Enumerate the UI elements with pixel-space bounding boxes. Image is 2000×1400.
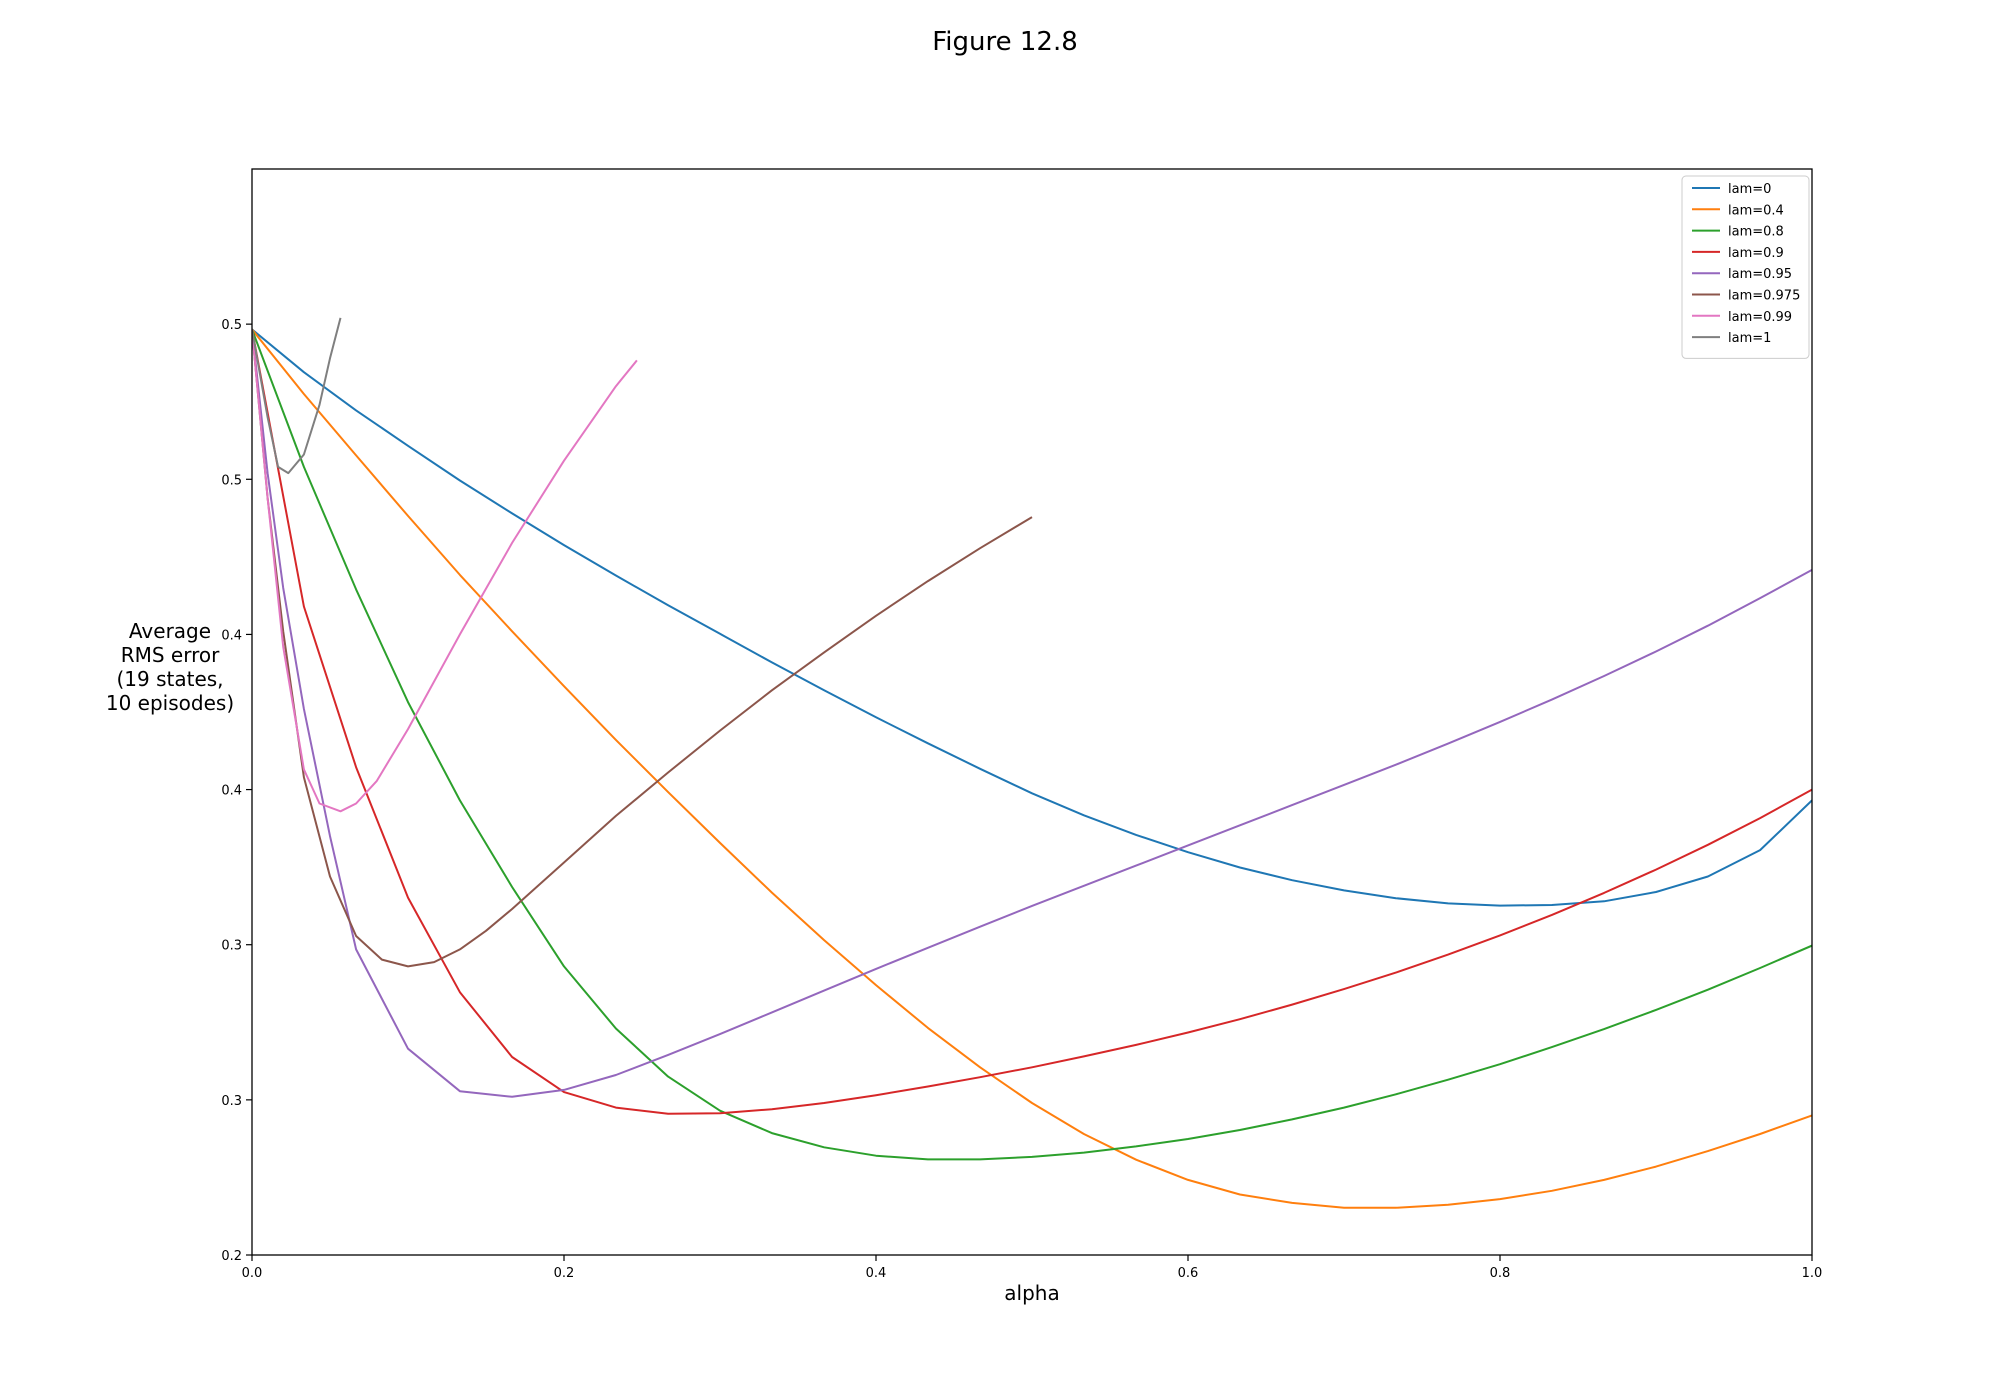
x-tick-label: 0.2	[554, 1266, 575, 1281]
series-line-lam=1	[252, 317, 342, 475]
x-tick-label: 1.0	[1802, 1266, 1823, 1281]
y-axis-label-line: Average	[129, 619, 211, 643]
y-axis-label-line: RMS error	[121, 643, 220, 667]
series-line-lam=0.99	[252, 329, 638, 813]
y-tick-label: 0.3	[221, 1094, 242, 1109]
series-line-lam=0.8	[252, 329, 1812, 1161]
x-tick-label: 0.0	[242, 1266, 263, 1281]
series-line-lam=0.975	[252, 329, 1033, 968]
y-tick-label: 0.3	[221, 939, 242, 954]
legend-label: lam=0.99	[1728, 310, 1792, 325]
chart-title: Figure 12.8	[932, 27, 1078, 57]
y-tick-label: 0.4	[221, 628, 242, 643]
series-line-lam=0.9	[252, 329, 1812, 1115]
series-line-lam=0.4	[252, 328, 1812, 1209]
legend-label: lam=0.8	[1728, 225, 1784, 240]
legend-label: lam=1	[1728, 331, 1771, 346]
x-axis-label: alpha	[1004, 1281, 1059, 1305]
legend-label: lam=0.95	[1728, 267, 1792, 282]
y-tick-label: 0.4	[221, 784, 242, 799]
y-tick-label: 0.5	[221, 318, 242, 333]
legend-label: lam=0	[1728, 182, 1771, 197]
x-tick-label: 0.8	[1490, 1266, 1511, 1281]
plot-frame	[251, 168, 1813, 1256]
legend: lam=0 lam=0.4 lam=0.8 lam=0.9 lam=0.95 lam=0.…	[1681, 175, 1810, 359]
legend-label: lam=0.975	[1728, 289, 1800, 304]
y-tick-label: 0.2	[221, 1249, 242, 1264]
y-axis-label-line: 10 episodes)	[106, 691, 234, 715]
legend-label: lam=0.9	[1728, 246, 1784, 261]
x-tick-label: 0.4	[866, 1266, 887, 1281]
series-line-lam=0.95	[252, 329, 1812, 1098]
series-line-lam=0	[252, 328, 1812, 907]
legend-label: lam=0.4	[1728, 203, 1784, 218]
y-axis-label-line: (19 states,	[116, 667, 223, 691]
legend-box	[1681, 175, 1810, 359]
x-tick-label: 0.6	[1178, 1266, 1199, 1281]
y-tick-label: 0.5	[221, 473, 242, 488]
